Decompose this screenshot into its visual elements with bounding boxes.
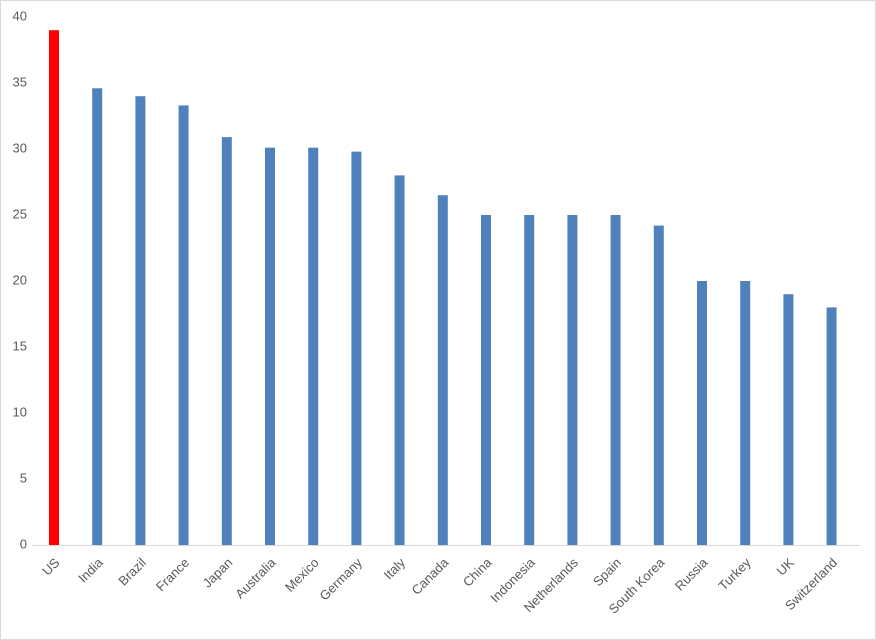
y-tick-label: 0 [20, 536, 27, 551]
bar [265, 147, 275, 545]
y-tick-label: 35 [13, 74, 27, 89]
bar [394, 175, 405, 545]
bar [351, 151, 362, 545]
y-tick-label: 10 [13, 404, 27, 419]
bar [308, 147, 319, 545]
y-tick-label: 15 [13, 338, 27, 353]
bar [49, 30, 59, 545]
y-tick-label: 20 [13, 272, 27, 287]
bar [92, 88, 103, 545]
bar [567, 215, 578, 545]
bar [221, 137, 232, 545]
bar [826, 307, 837, 545]
bar [653, 225, 664, 545]
bar [610, 215, 621, 545]
bar [783, 294, 794, 545]
bar [524, 215, 535, 545]
y-tick-label: 25 [13, 206, 27, 221]
bar [481, 215, 491, 545]
y-tick-label: 30 [13, 140, 27, 155]
y-tick-label: 40 [13, 8, 27, 23]
bar [135, 96, 146, 545]
bar [740, 281, 751, 545]
bar [697, 281, 707, 545]
y-tick-label: 5 [20, 470, 27, 485]
bar [178, 105, 189, 545]
bar [437, 195, 448, 545]
